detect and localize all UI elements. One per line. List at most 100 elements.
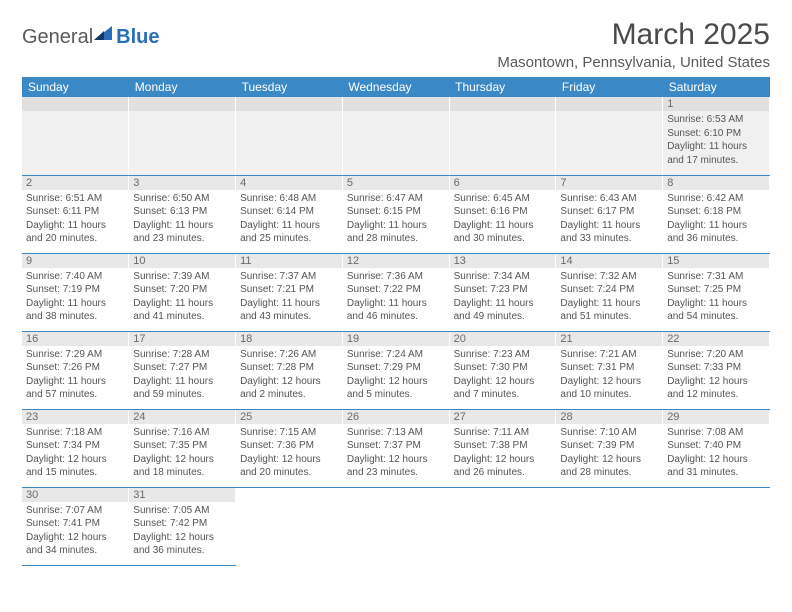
- day-number: 6: [450, 176, 556, 190]
- calendar-cell: 2Sunrise: 6:51 AMSunset: 6:11 PMDaylight…: [22, 175, 129, 253]
- day-number: 28: [556, 410, 662, 424]
- day-number: 15: [663, 254, 769, 268]
- day-details: Sunrise: 7:40 AMSunset: 7:19 PMDaylight:…: [22, 268, 128, 326]
- day-number: 1: [663, 97, 769, 111]
- calendar-cell: 12Sunrise: 7:36 AMSunset: 7:22 PMDayligh…: [342, 253, 449, 331]
- logo: General Blue: [22, 26, 160, 49]
- day-details: Sunrise: 7:32 AMSunset: 7:24 PMDaylight:…: [556, 268, 662, 326]
- day-number: 26: [343, 410, 449, 424]
- day-number: [22, 97, 128, 111]
- day-details: Sunrise: 6:50 AMSunset: 6:13 PMDaylight:…: [129, 190, 235, 248]
- calendar-cell: 6Sunrise: 6:45 AMSunset: 6:16 PMDaylight…: [449, 175, 556, 253]
- day-details: Sunrise: 6:53 AMSunset: 6:10 PMDaylight:…: [663, 111, 769, 169]
- location-subtitle: Masontown, Pennsylvania, United States: [497, 54, 770, 71]
- calendar-row: 23Sunrise: 7:18 AMSunset: 7:34 PMDayligh…: [22, 409, 770, 487]
- day-details: Sunrise: 7:23 AMSunset: 7:30 PMDaylight:…: [450, 346, 556, 404]
- day-details: Sunrise: 7:37 AMSunset: 7:21 PMDaylight:…: [236, 268, 342, 326]
- calendar-cell: 18Sunrise: 7:26 AMSunset: 7:28 PMDayligh…: [236, 331, 343, 409]
- day-number: 13: [450, 254, 556, 268]
- calendar-cell: 11Sunrise: 7:37 AMSunset: 7:21 PMDayligh…: [236, 253, 343, 331]
- day-details: Sunrise: 6:45 AMSunset: 6:16 PMDaylight:…: [450, 190, 556, 248]
- day-number: 9: [22, 254, 128, 268]
- day-number: 19: [343, 332, 449, 346]
- day-number: 27: [450, 410, 556, 424]
- day-details: Sunrise: 6:43 AMSunset: 6:17 PMDaylight:…: [556, 190, 662, 248]
- calendar-cell: 30Sunrise: 7:07 AMSunset: 7:41 PMDayligh…: [22, 487, 129, 565]
- calendar-cell: 22Sunrise: 7:20 AMSunset: 7:33 PMDayligh…: [663, 331, 770, 409]
- day-number: [343, 97, 449, 111]
- day-number: 12: [343, 254, 449, 268]
- day-number: 18: [236, 332, 342, 346]
- day-details: Sunrise: 7:26 AMSunset: 7:28 PMDaylight:…: [236, 346, 342, 404]
- day-details: Sunrise: 7:20 AMSunset: 7:33 PMDaylight:…: [663, 346, 769, 404]
- day-details: [450, 488, 556, 506]
- calendar-cell: 17Sunrise: 7:28 AMSunset: 7:27 PMDayligh…: [129, 331, 236, 409]
- day-number: 29: [663, 410, 769, 424]
- day-details: [22, 111, 128, 129]
- day-details: Sunrise: 7:36 AMSunset: 7:22 PMDaylight:…: [343, 268, 449, 326]
- calendar-cell: 13Sunrise: 7:34 AMSunset: 7:23 PMDayligh…: [449, 253, 556, 331]
- day-number: [450, 97, 556, 111]
- calendar-cell: [663, 487, 770, 565]
- logo-word1: General: [22, 26, 93, 49]
- calendar-cell: 21Sunrise: 7:21 AMSunset: 7:31 PMDayligh…: [556, 331, 663, 409]
- day-details: [129, 111, 235, 129]
- calendar-cell: 15Sunrise: 7:31 AMSunset: 7:25 PMDayligh…: [663, 253, 770, 331]
- day-details: Sunrise: 7:18 AMSunset: 7:34 PMDaylight:…: [22, 424, 128, 482]
- calendar-cell: 9Sunrise: 7:40 AMSunset: 7:19 PMDaylight…: [22, 253, 129, 331]
- calendar-row: 30Sunrise: 7:07 AMSunset: 7:41 PMDayligh…: [22, 487, 770, 565]
- day-details: Sunrise: 6:47 AMSunset: 6:15 PMDaylight:…: [343, 190, 449, 248]
- day-number: 10: [129, 254, 235, 268]
- calendar-cell: 7Sunrise: 6:43 AMSunset: 6:17 PMDaylight…: [556, 175, 663, 253]
- day-details: [343, 111, 449, 129]
- calendar-cell: [129, 97, 236, 175]
- day-details: Sunrise: 7:07 AMSunset: 7:41 PMDaylight:…: [22, 502, 128, 560]
- day-number: 4: [236, 176, 342, 190]
- calendar-cell: [449, 487, 556, 565]
- calendar-cell: 14Sunrise: 7:32 AMSunset: 7:24 PMDayligh…: [556, 253, 663, 331]
- calendar-cell: 25Sunrise: 7:15 AMSunset: 7:36 PMDayligh…: [236, 409, 343, 487]
- day-number: 24: [129, 410, 235, 424]
- calendar-cell: 29Sunrise: 7:08 AMSunset: 7:40 PMDayligh…: [663, 409, 770, 487]
- calendar-cell: [236, 487, 343, 565]
- logo-word2: Blue: [116, 26, 159, 49]
- day-number: [129, 97, 235, 111]
- calendar-cell: [342, 487, 449, 565]
- day-details: Sunrise: 7:24 AMSunset: 7:29 PMDaylight:…: [343, 346, 449, 404]
- page-title: March 2025: [497, 18, 770, 52]
- logo-sail-icon: [92, 24, 114, 42]
- calendar-row: 16Sunrise: 7:29 AMSunset: 7:26 PMDayligh…: [22, 331, 770, 409]
- day-number: 25: [236, 410, 342, 424]
- day-details: Sunrise: 6:48 AMSunset: 6:14 PMDaylight:…: [236, 190, 342, 248]
- calendar-cell: 1Sunrise: 6:53 AMSunset: 6:10 PMDaylight…: [663, 97, 770, 175]
- day-details: Sunrise: 7:10 AMSunset: 7:39 PMDaylight:…: [556, 424, 662, 482]
- day-details: Sunrise: 7:08 AMSunset: 7:40 PMDaylight:…: [663, 424, 769, 482]
- calendar-cell: 20Sunrise: 7:23 AMSunset: 7:30 PMDayligh…: [449, 331, 556, 409]
- calendar-cell: [449, 97, 556, 175]
- day-details: Sunrise: 7:34 AMSunset: 7:23 PMDaylight:…: [450, 268, 556, 326]
- day-details: Sunrise: 6:51 AMSunset: 6:11 PMDaylight:…: [22, 190, 128, 248]
- day-number: 20: [450, 332, 556, 346]
- day-details: Sunrise: 7:39 AMSunset: 7:20 PMDaylight:…: [129, 268, 235, 326]
- day-number: 17: [129, 332, 235, 346]
- calendar-cell: [556, 97, 663, 175]
- calendar-row: 1Sunrise: 6:53 AMSunset: 6:10 PMDaylight…: [22, 97, 770, 175]
- day-details: Sunrise: 7:05 AMSunset: 7:42 PMDaylight:…: [129, 502, 235, 560]
- calendar-cell: [22, 97, 129, 175]
- weekday-header: Thursday: [449, 77, 556, 97]
- calendar-cell: 3Sunrise: 6:50 AMSunset: 6:13 PMDaylight…: [129, 175, 236, 253]
- day-number: 16: [22, 332, 128, 346]
- calendar-cell: 8Sunrise: 6:42 AMSunset: 6:18 PMDaylight…: [663, 175, 770, 253]
- day-details: [343, 488, 449, 506]
- day-details: [556, 488, 662, 506]
- calendar-row: 9Sunrise: 7:40 AMSunset: 7:19 PMDaylight…: [22, 253, 770, 331]
- calendar-cell: 24Sunrise: 7:16 AMSunset: 7:35 PMDayligh…: [129, 409, 236, 487]
- calendar-cell: 5Sunrise: 6:47 AMSunset: 6:15 PMDaylight…: [342, 175, 449, 253]
- day-number: 22: [663, 332, 769, 346]
- weekday-header: Friday: [556, 77, 663, 97]
- weekday-header: Saturday: [663, 77, 770, 97]
- day-details: Sunrise: 7:31 AMSunset: 7:25 PMDaylight:…: [663, 268, 769, 326]
- day-details: Sunrise: 6:42 AMSunset: 6:18 PMDaylight:…: [663, 190, 769, 248]
- day-number: 23: [22, 410, 128, 424]
- day-details: Sunrise: 7:11 AMSunset: 7:38 PMDaylight:…: [450, 424, 556, 482]
